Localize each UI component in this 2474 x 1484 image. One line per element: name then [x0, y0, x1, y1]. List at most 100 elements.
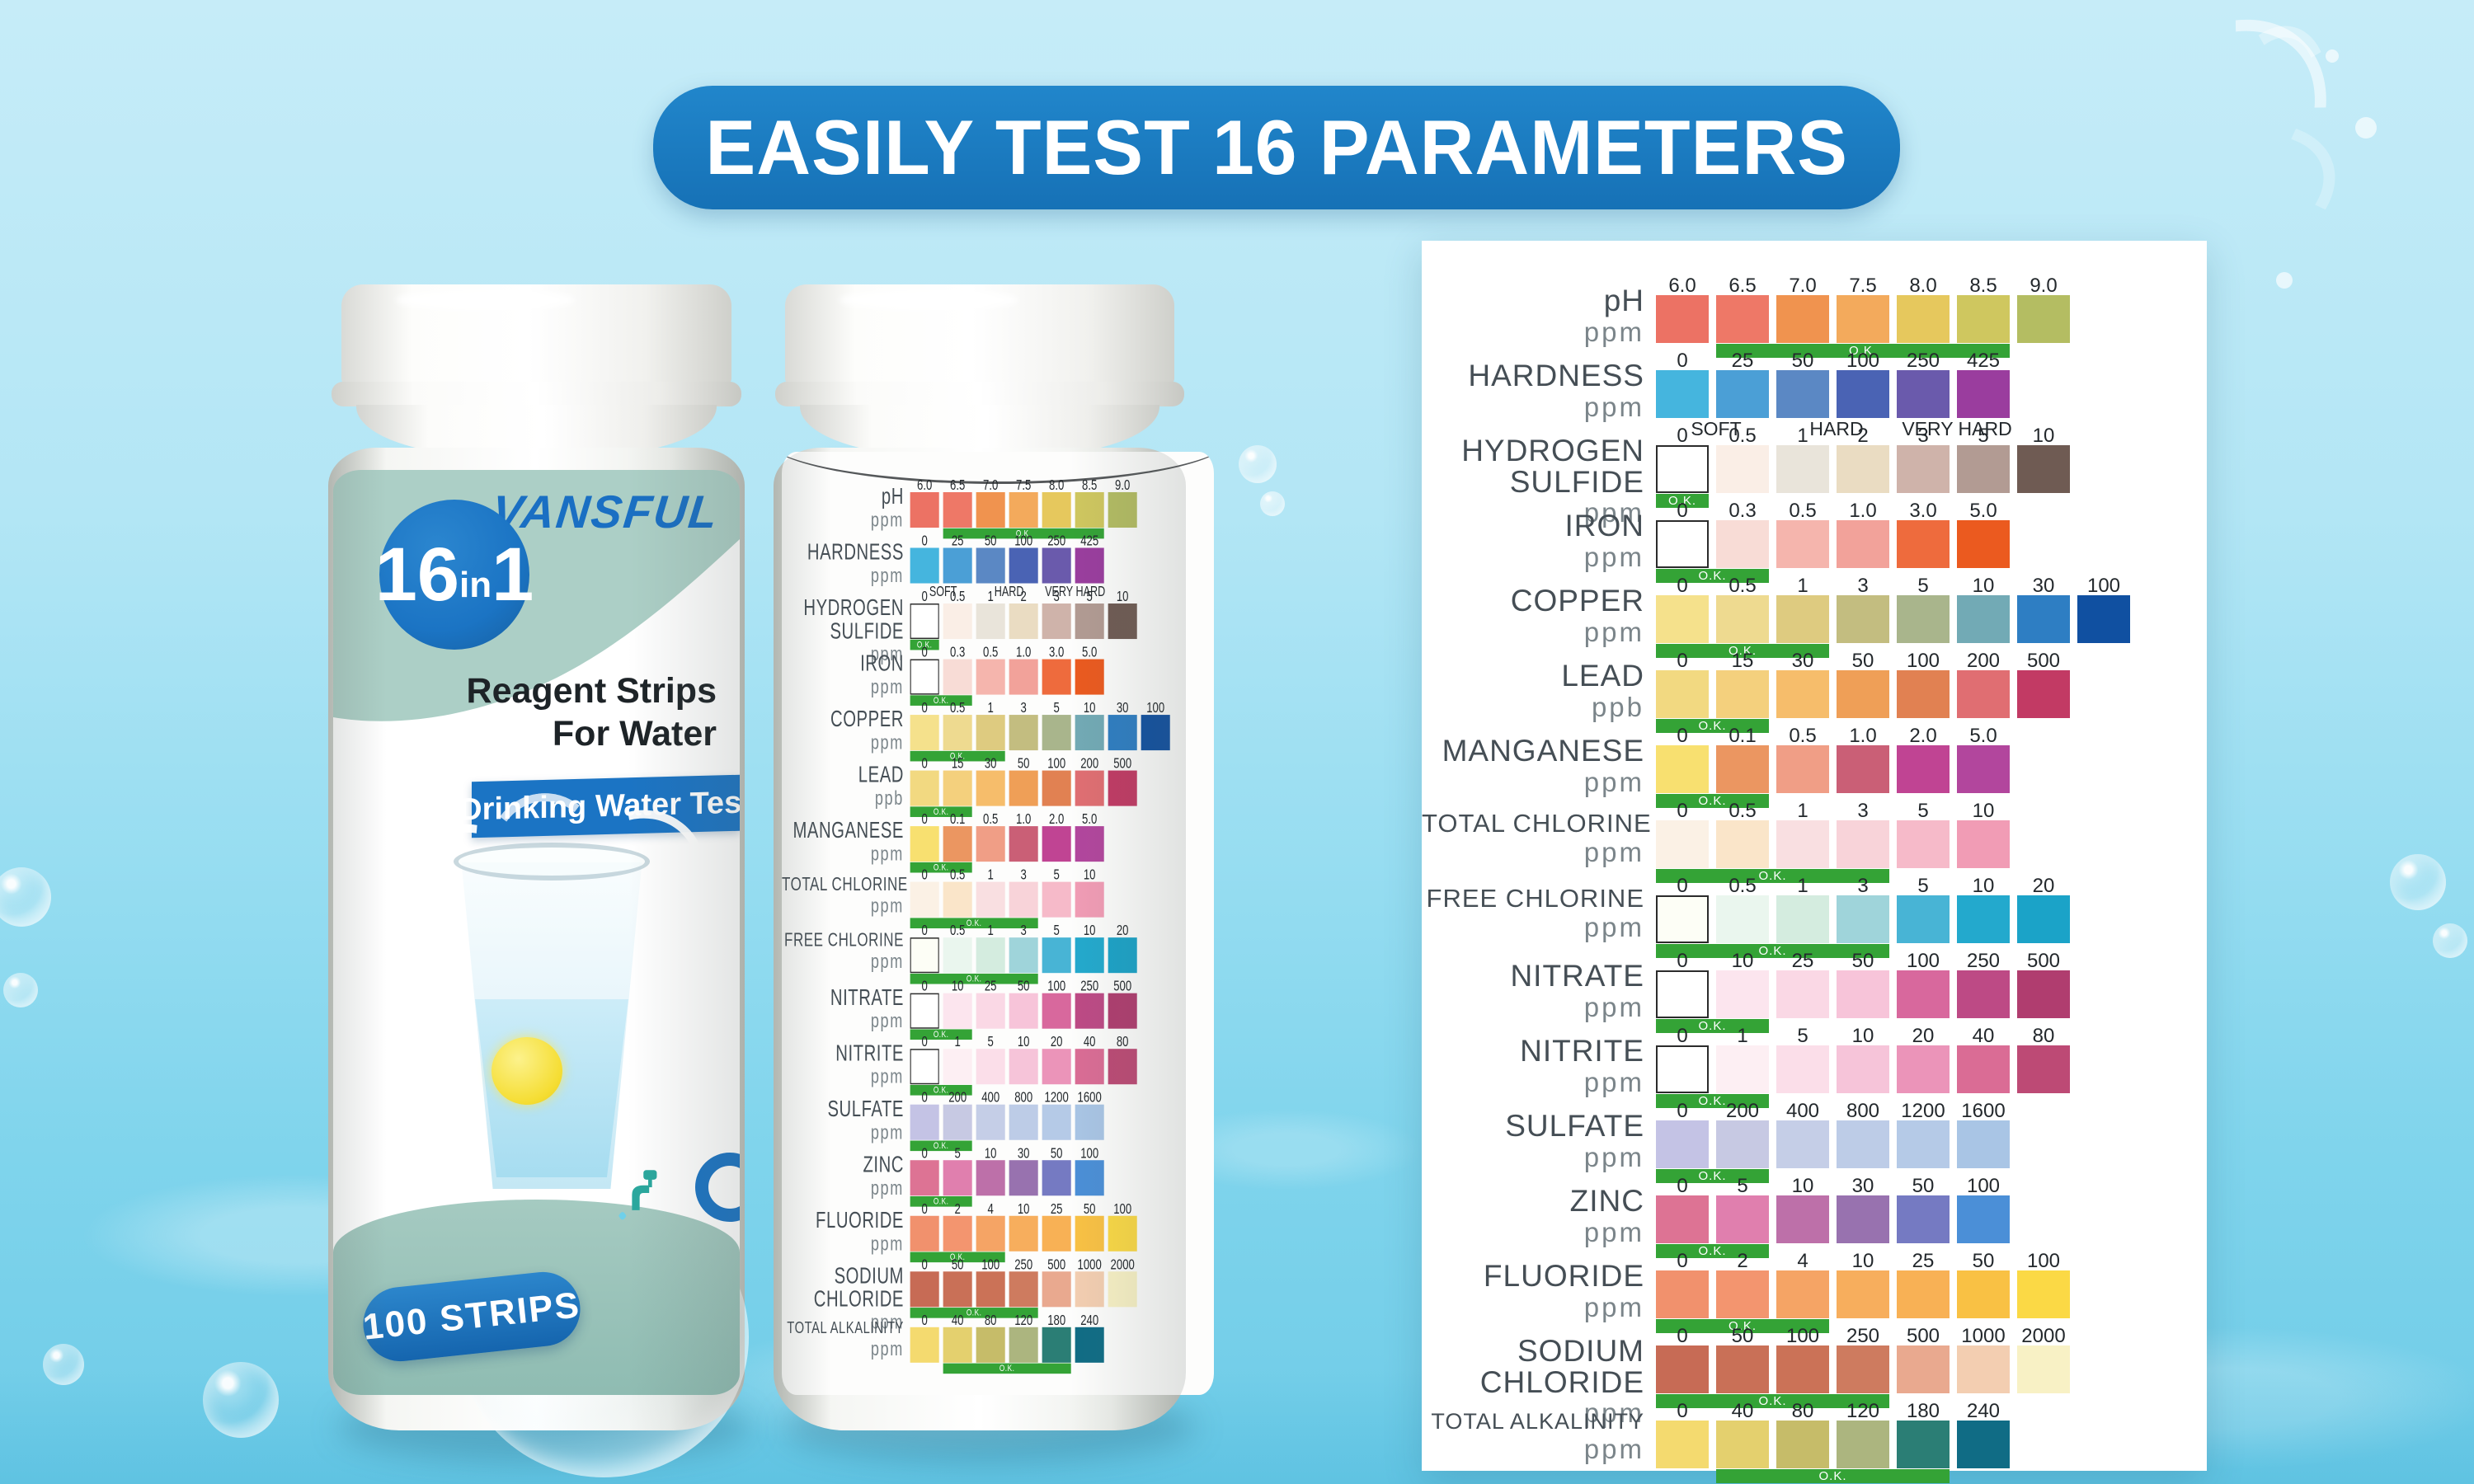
tick-label: 50: [1017, 978, 1030, 995]
tick-label: 1: [987, 922, 994, 939]
tick-label: 0.1: [1729, 725, 1757, 747]
color-swatch: [1957, 1270, 2010, 1318]
color-swatch: [1957, 520, 2010, 568]
color-swatch: [1075, 993, 1104, 1029]
tick-label: 30: [2032, 575, 2055, 597]
bubble: [1239, 445, 1277, 483]
param-unit: ppm: [870, 949, 904, 973]
color-swatch: [976, 1049, 1005, 1085]
param-label: HARDNESS ppm: [1422, 360, 1644, 423]
color-swatch: [1656, 595, 1709, 643]
param-name: TOTAL CHLORINE: [1422, 809, 1652, 838]
color-swatch: [1108, 1215, 1137, 1252]
param-name: SULFIDE: [1509, 464, 1644, 499]
param-name: NITRATE: [1510, 959, 1644, 993]
color-swatch: [943, 659, 972, 695]
color-swatch: [1897, 1345, 1950, 1393]
color-swatch: [1957, 745, 2010, 793]
tick-label: 800: [1014, 1089, 1033, 1106]
param-unit: ppm: [1583, 991, 1644, 1022]
color-swatch: [1075, 770, 1104, 806]
color-swatch: [1957, 820, 2010, 868]
color-swatch: [910, 1160, 939, 1196]
param-label: FLUORIDE ppm: [782, 1209, 904, 1255]
tick-label: 1.0: [1016, 643, 1032, 661]
tick-label: 20: [1116, 922, 1129, 939]
tick-label: 100: [1014, 532, 1033, 549]
color-swatch: [976, 1271, 1005, 1308]
color-swatch: [2017, 895, 2070, 943]
tick-label: 10: [1972, 800, 1995, 822]
color-swatch: [1716, 820, 1769, 868]
front-label: VANSFUL 16 in 1 Reagent Strips For Water…: [333, 470, 740, 1395]
color-swatch: [2077, 595, 2130, 643]
param-unit: ppm: [1583, 1397, 1644, 1429]
color-swatch: [910, 881, 939, 918]
tick-label: 2000: [1110, 1256, 1135, 1273]
color-swatch: [1141, 715, 1170, 751]
tick-label: 1: [1737, 1025, 1748, 1047]
ok-range-bar: O.K.: [1656, 644, 1829, 658]
param-row-copper: COPPER ppm 0 0.5 1 3 5 10 30 100 O.K.: [1422, 575, 2207, 660]
tick-label: 0: [1677, 1325, 1688, 1347]
tick-label: 25: [984, 978, 997, 995]
param-unit: ppm: [870, 1064, 904, 1087]
tick-label: 1: [987, 699, 994, 716]
param-unit: ppm: [1583, 541, 1644, 572]
ok-range-bar: O.K.: [910, 1140, 972, 1152]
color-swatch: [943, 1160, 972, 1196]
color-swatch: [943, 603, 972, 640]
tick-label: 0.3: [1729, 500, 1757, 522]
color-swatch: [1897, 1045, 1950, 1093]
color-swatch: [1075, 937, 1104, 974]
color-swatch: [1837, 520, 1889, 568]
color-swatch: [1716, 520, 1769, 568]
ok-range-bar: O.K.: [910, 918, 1038, 929]
tick-label: 240: [1966, 1400, 2001, 1422]
param-unit: ppm: [1583, 911, 1644, 942]
param-name: COPPER: [1510, 584, 1644, 618]
param-name: TOTAL ALKALINITY: [1431, 1409, 1644, 1434]
param-row-ph: pH ppm 6.0 6.5 7.0 7.5 8.0 8.5 9.0 O.K.: [782, 477, 1212, 540]
tick-label: 5: [1917, 875, 1929, 897]
tick-label: 25: [1912, 1250, 1935, 1272]
color-swatch: [976, 993, 1005, 1029]
color-swatch: [2017, 445, 2070, 493]
color-swatch: [943, 547, 972, 584]
color-swatch: [1042, 603, 1071, 640]
param-label: SULFATE ppm: [1422, 1111, 1644, 1173]
tick-label: 5.0: [1082, 643, 1098, 661]
color-swatch: [1108, 1271, 1137, 1308]
ok-range-bar: O.K.: [1656, 869, 1889, 883]
tick-label: 3: [1020, 922, 1027, 939]
tick-label: 0: [1677, 725, 1688, 747]
product-bottle-front: VANSFUL 16 in 1 Reagent Strips For Water…: [328, 284, 745, 1430]
tick-label: 240: [1080, 1312, 1099, 1329]
tick-label: 0.5: [950, 699, 966, 716]
color-swatch: [1776, 970, 1829, 1018]
tick-label: 200: [1080, 755, 1099, 773]
tick-label: 500: [2026, 950, 2061, 972]
tick-label: 10: [1731, 950, 1754, 972]
param-unit: ppm: [870, 1336, 904, 1360]
tick-label: 0: [921, 755, 928, 773]
ok-range-bar: O.K.: [910, 750, 1005, 762]
color-swatch: [2017, 970, 2070, 1018]
color-swatch: [1776, 595, 1829, 643]
banner: EASILY TEST 16 PARAMETERS: [653, 86, 1900, 209]
hardness-qualifier: SOFT: [929, 583, 957, 599]
color-swatch: [1837, 820, 1889, 868]
tick-label: 6.0: [1668, 275, 1696, 297]
tick-label: 6.5: [1729, 275, 1757, 297]
color-swatch: [1108, 1049, 1137, 1085]
param-name: TOTAL ALKALINITY: [787, 1318, 904, 1337]
bottle-cap: [341, 284, 731, 385]
color-swatch: [1837, 670, 1889, 718]
bubble: [2433, 923, 2467, 958]
bubble: [203, 1362, 279, 1438]
tick-label: 5: [1917, 800, 1929, 822]
badge-16: 16: [374, 533, 460, 617]
color-swatch: [2017, 1345, 2070, 1393]
param-name: CHLORIDE: [813, 1285, 904, 1312]
param-label: MANGANESE ppm: [782, 819, 904, 865]
